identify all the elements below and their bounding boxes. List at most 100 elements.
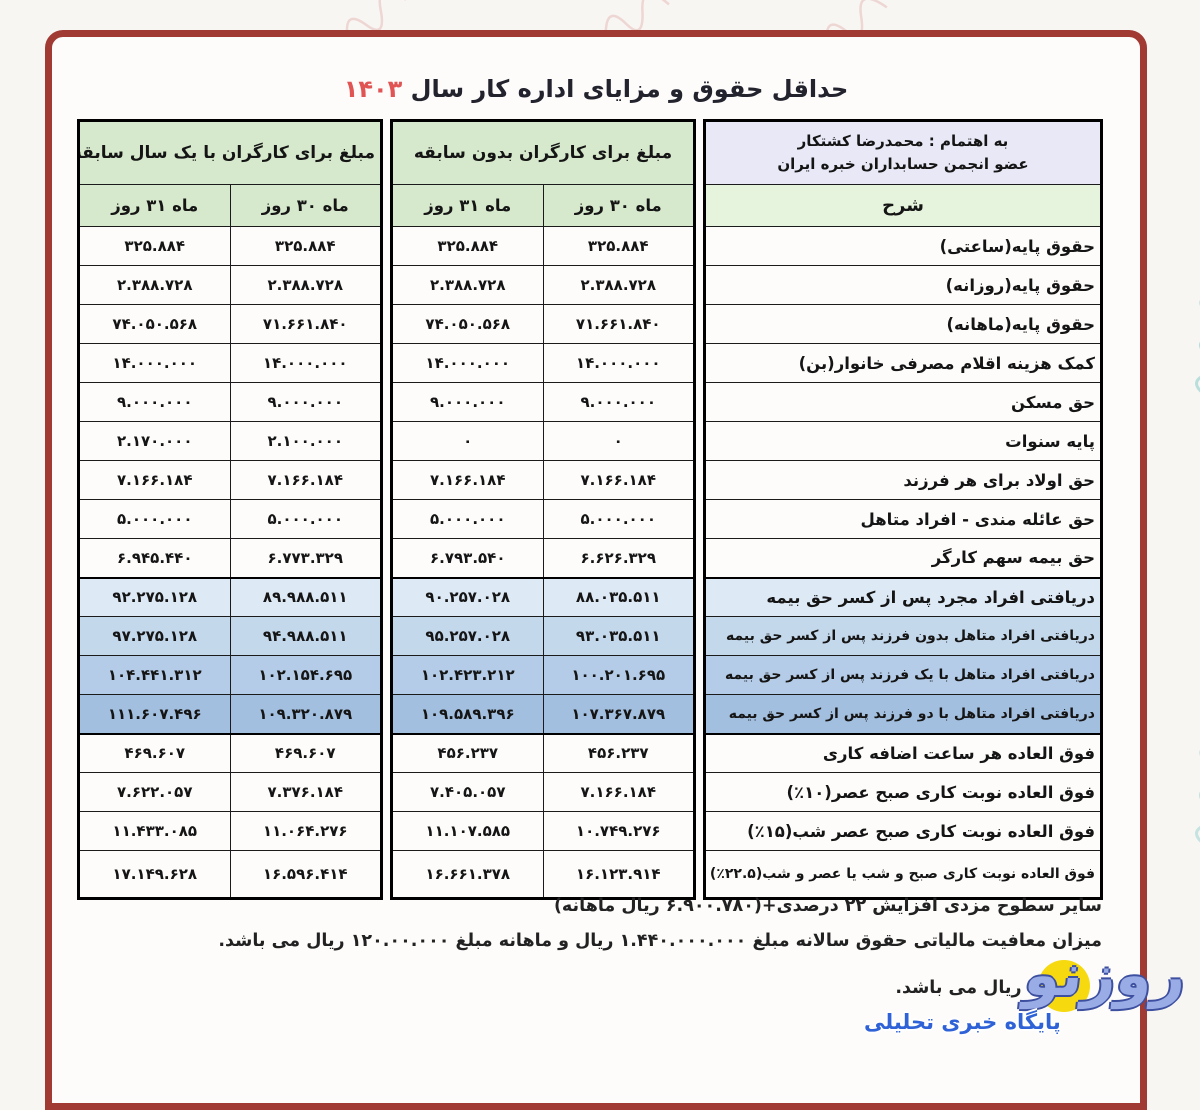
value-cell: ۱۴.۰۰۰.۰۰۰ — [229, 343, 382, 383]
table-row: فوق العاده نوبت کاری صبح عصر(۱۰٪) — [704, 772, 1102, 812]
value-cell: ۱۱.۰۶۴.۲۷۶ — [229, 811, 382, 851]
table-row: ۱۶.۱۲۳.۹۱۴ ۱۶.۶۶۱.۳۷۸ — [391, 850, 695, 899]
row-label: حقوق پایه(ماهانه) — [704, 304, 1102, 344]
value-cell: ۹۲.۲۷۵.۱۲۸ — [78, 576, 231, 617]
value-cell: ۷۱.۶۶۱.۸۴۰ — [229, 304, 382, 344]
table-row: ۴۶۹.۶۰۷ ۴۶۹.۶۰۷ — [78, 733, 382, 773]
row-label: حقوق پایه(ساعتی) — [704, 226, 1102, 266]
table-row: ۶.۶۲۶.۳۲۹ ۶.۷۹۳.۵۴۰ — [391, 538, 695, 578]
value-cell: ۱۴.۰۰۰.۰۰۰ — [542, 343, 695, 383]
value-cell: ۱۰۴.۴۴۱.۳۱۲ — [78, 655, 231, 695]
group1-col-31-header: ماه ۳۱ روز — [391, 184, 544, 227]
value-cell: ۱۰۲.۴۲۳.۲۱۲ — [391, 655, 544, 695]
table-row: حقوق پایه(ساعتی) — [704, 226, 1102, 266]
table-row: دریافتی افراد مجرد پس از کسر حق بیمه — [704, 576, 1102, 617]
desc-header-row: شرح — [704, 184, 1102, 227]
logo-tagline: پایگاه خبری تحلیلی — [864, 1010, 1061, 1034]
table-row: فوق العاده نوبت کاری صبح عصر شب(۱۵٪) — [704, 811, 1102, 851]
page-frame: حداقل حقوق و مزایای اداره کار سال ۱۴۰۳ ب… — [45, 30, 1147, 1110]
value-cell: ۱۱۱.۶۰۷.۴۹۶ — [78, 694, 231, 735]
value-cell: ۲.۱۷۰.۰۰۰ — [78, 421, 231, 461]
row-label: پایه سنوات — [704, 421, 1102, 461]
table-row: ۱۰.۷۴۹.۲۷۶ ۱۱.۱۰۷.۵۸۵ — [391, 811, 695, 851]
table-row: ۷.۱۶۶.۱۸۴ ۷.۱۶۶.۱۸۴ — [78, 460, 382, 500]
table-row: حق اولاد برای هر فرزند — [704, 460, 1102, 500]
row-label: فوق العاده نوبت کاری صبح عصر(۱۰٪) — [704, 772, 1102, 812]
author-line2: عضو انجمن حسابداران خبره ایران — [777, 155, 1029, 173]
group2-col-30-header: ماه ۳۰ روز — [229, 184, 382, 227]
value-cell: ۰ — [542, 421, 695, 461]
group2-label-cell: مبلغ برای کارگران با یک سال سابقه — [78, 120, 382, 185]
table-row: حقوق پایه(روزانه) — [704, 265, 1102, 305]
value-cell: ۴۶۹.۶۰۷ — [78, 733, 231, 773]
value-cell: ۷۱.۶۶۱.۸۴۰ — [542, 304, 695, 344]
table-row: دریافتی افراد متاهل بدون فرزند پس از کسر… — [704, 616, 1102, 656]
value-cell: ۲.۳۸۸.۷۲۸ — [229, 265, 382, 305]
value-cell: ۶.۹۴۵.۴۴۰ — [78, 538, 231, 578]
table-row: ۷.۱۶۶.۱۸۴ ۷.۱۶۶.۱۸۴ — [391, 460, 695, 500]
table-row: ۳۲۵.۸۸۴ ۳۲۵.۸۸۴ — [78, 226, 382, 266]
value-cell: ۱۱.۱۰۷.۵۸۵ — [391, 811, 544, 851]
watermark-scribble — [1195, 287, 1200, 397]
row-label: دریافتی افراد متاهل با دو فرزند پس از کس… — [704, 694, 1102, 735]
table-row: ۴۵۶.۲۳۷ ۴۵۶.۲۳۷ — [391, 733, 695, 773]
value-cell: ۵.۰۰۰.۰۰۰ — [78, 499, 231, 539]
no-experience-group-table: مبلغ برای کارگران بدون سابقه ماه ۳۰ روز … — [390, 119, 696, 900]
logo-yellow-circle-icon — [1038, 960, 1090, 1012]
row-label: کمک هزینه اقلام مصرفی خانوار(بن) — [704, 343, 1102, 383]
group1-col-30-header: ماه ۳۰ روز — [542, 184, 695, 227]
value-cell: ۷.۶۲۲.۰۵۷ — [78, 772, 231, 812]
row-label: حق مسکن — [704, 382, 1102, 422]
group-header-row: مبلغ برای کارگران با یک سال سابقه — [78, 120, 382, 185]
row-label: حق عائله مندی - افراد متاهل — [704, 499, 1102, 539]
value-cell: ۶.۶۲۶.۳۲۹ — [542, 538, 695, 578]
row-label: حق بیمه سهم کارگر — [704, 538, 1102, 578]
value-cell: ۲.۳۸۸.۷۲۸ — [391, 265, 544, 305]
value-cell: ۲.۳۸۸.۷۲۸ — [542, 265, 695, 305]
value-cell: ۹.۰۰۰.۰۰۰ — [229, 382, 382, 422]
value-cell: ۱۴.۰۰۰.۰۰۰ — [391, 343, 544, 383]
row-label: دریافتی افراد متاهل بدون فرزند پس از کسر… — [704, 616, 1102, 656]
table-row: ۲.۳۸۸.۷۲۸ ۲.۳۸۸.۷۲۸ — [391, 265, 695, 305]
table-row: ۲.۳۸۸.۷۲۸ ۲.۳۸۸.۷۲۸ — [78, 265, 382, 305]
table-row: ۱۰۲.۱۵۴.۶۹۵ ۱۰۴.۴۴۱.۳۱۲ — [78, 655, 382, 695]
author-cell: به اهتمام : محمدرضا کشتکار عضو انجمن حسا… — [704, 120, 1102, 185]
value-cell: ۴۵۶.۲۳۷ — [542, 733, 695, 773]
row-label: حق اولاد برای هر فرزند — [704, 460, 1102, 500]
group1-label-cell: مبلغ برای کارگران بدون سابقه — [391, 120, 695, 185]
value-cell: ۳۲۵.۸۸۴ — [542, 226, 695, 266]
value-cell: ۹.۰۰۰.۰۰۰ — [542, 382, 695, 422]
roozno-logo: روزنو پایگاه خبری تحلیلی — [858, 941, 1190, 1038]
value-cell: ۵.۰۰۰.۰۰۰ — [542, 499, 695, 539]
title-text: حداقل حقوق و مزایای اداره کار سال — [410, 75, 849, 103]
table-row: حقوق پایه(ماهانه) — [704, 304, 1102, 344]
watermark-scribble — [1195, 737, 1200, 847]
table-row: ۶.۷۷۳.۳۲۹ ۶.۹۴۵.۴۴۰ — [78, 538, 382, 578]
value-cell: ۳۲۵.۸۸۴ — [229, 226, 382, 266]
table-row: پایه سنوات — [704, 421, 1102, 461]
value-cell: ۴۵۶.۲۳۷ — [391, 733, 544, 773]
value-cell: ۹.۰۰۰.۰۰۰ — [391, 382, 544, 422]
value-cell: ۱۱.۴۳۳.۰۸۵ — [78, 811, 231, 851]
value-cell: ۷.۱۶۶.۱۸۴ — [229, 460, 382, 500]
row-label: فوق العاده هر ساعت اضافه کاری — [704, 733, 1102, 773]
table-row: ۷.۳۷۶.۱۸۴ ۷.۶۲۲.۰۵۷ — [78, 772, 382, 812]
value-cell: ۷۴.۰۵۰.۵۶۸ — [391, 304, 544, 344]
row-label: فوق العاده نوبت کاری صبح و شب یا عصر و ش… — [704, 850, 1102, 899]
value-cell: ۲.۳۸۸.۷۲۸ — [78, 265, 231, 305]
table-row: ۷۱.۶۶۱.۸۴۰ ۷۴.۰۵۰.۵۶۸ — [391, 304, 695, 344]
value-cell: ۲.۱۰۰.۰۰۰ — [229, 421, 382, 461]
page-title: حداقل حقوق و مزایای اداره کار سال ۱۴۰۳ — [52, 75, 1140, 103]
footnote-1: سایر سطوح مزدی افزایش ۲۲ درصدی+(۶.۹۰۰.۷۸… — [553, 896, 1102, 916]
author-line1: به اهتمام : محمدرضا کشتکار — [797, 131, 1009, 150]
value-cell: ۴۶۹.۶۰۷ — [229, 733, 382, 773]
table-row: ۲.۱۰۰.۰۰۰ ۲.۱۷۰.۰۰۰ — [78, 421, 382, 461]
value-cell: ۷.۱۶۶.۱۸۴ — [542, 772, 695, 812]
desc-header-cell: شرح — [704, 184, 1102, 227]
value-cell: ۱۶.۵۹۶.۴۱۴ — [229, 850, 382, 899]
value-cell: ۱۴.۰۰۰.۰۰۰ — [78, 343, 231, 383]
table-row: حق عائله مندی - افراد متاهل — [704, 499, 1102, 539]
value-cell: ۷.۱۶۶.۱۸۴ — [542, 460, 695, 500]
value-cell: ۶.۷۷۳.۳۲۹ — [229, 538, 382, 578]
